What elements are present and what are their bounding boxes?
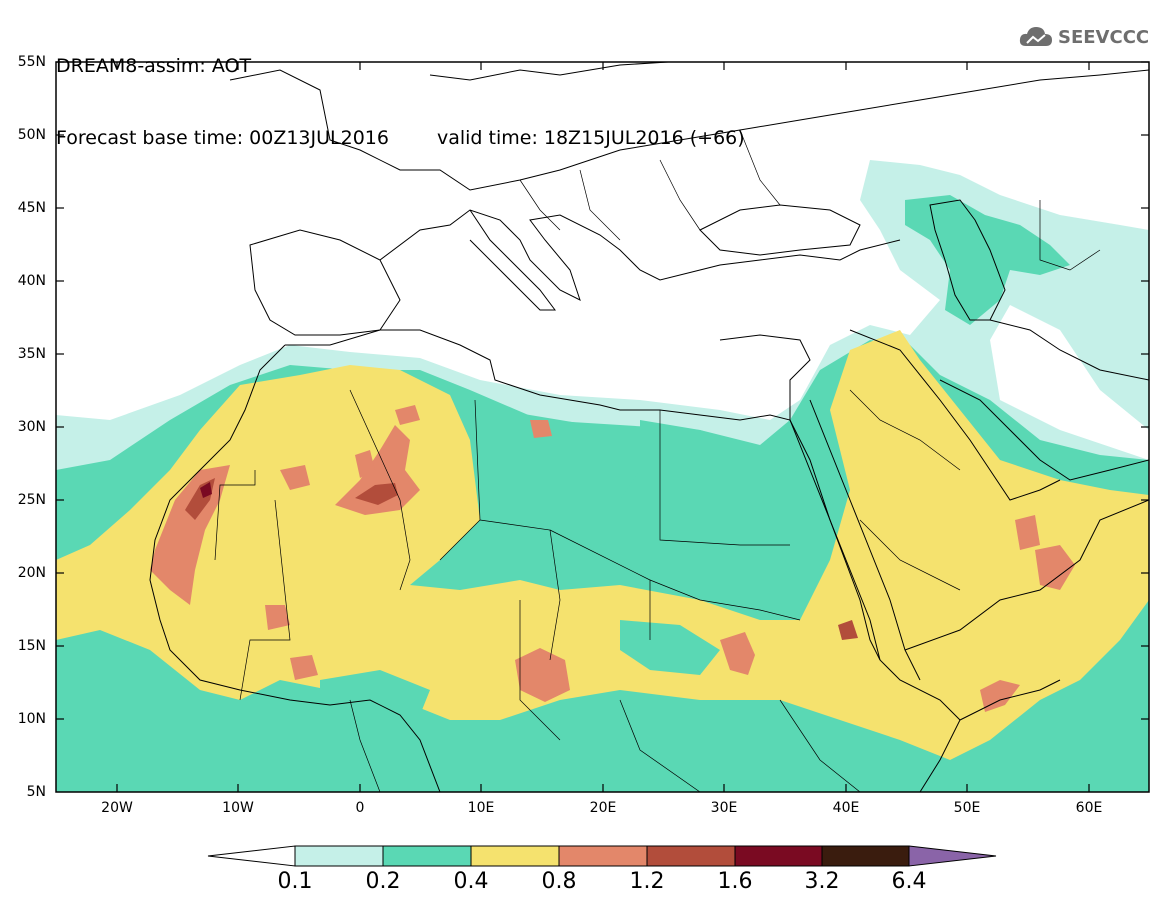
aot-contour-0.8: [1035, 545, 1075, 590]
lat-label-50n: 50N: [17, 127, 46, 143]
aot-contour-1.6: [200, 482, 212, 498]
colorbar-label: 0.8: [541, 869, 577, 894]
country-borders: [214, 129, 1101, 792]
valid-time: valid time: 18Z15JUL2016 (+66): [436, 127, 745, 149]
lat-label-45n: 45N: [17, 200, 46, 216]
aot-contour-0.8: [395, 405, 420, 425]
colorbar-label: 1.2: [629, 869, 665, 894]
lat-label-35n: 35N: [17, 346, 46, 362]
aot-contour-0.8: [355, 450, 375, 478]
colorbar-segment: [734, 845, 823, 867]
colorbar-label: 6.4: [891, 869, 927, 894]
aot-contour-0.2-patch: [490, 410, 640, 500]
lat-label-20n: 20N: [17, 565, 46, 581]
colorbar-segment: [294, 845, 384, 867]
aot-contour-0.8: [290, 655, 318, 680]
colorbar-label: 0.1: [277, 869, 313, 894]
colorbar-label: 0.4: [453, 869, 489, 894]
lat-label-5n: 5N: [26, 784, 46, 800]
lat-label-55n: 55N: [17, 54, 46, 70]
aot-contour-0.2-patch: [320, 670, 430, 730]
colorbar-label: 0.2: [365, 869, 401, 894]
aot-contour-0.8: [980, 680, 1020, 712]
colorbar-label: 3.2: [804, 869, 840, 894]
lon-label-10e: 10E: [467, 800, 495, 816]
colorbar-low-triangle: [207, 845, 296, 867]
aot-contour-0.8: [335, 425, 420, 515]
aot-contour-0.2-patch: [640, 420, 800, 570]
coastlines: [149, 62, 1149, 792]
lon-label-30e: 30E: [710, 800, 738, 816]
logo-text: SEEVCCC: [1058, 26, 1150, 48]
aot-contour-1.2: [355, 483, 398, 505]
lon-label-20e: 20E: [589, 800, 617, 816]
colorbar-segment: [646, 845, 736, 867]
lat-label-10n: 10N: [17, 711, 46, 727]
aot-contour-0.8: [720, 632, 755, 675]
colorbar: [207, 845, 997, 867]
colorbar-segment: [382, 845, 472, 867]
lon-label-20w: 20W: [101, 800, 133, 816]
aot-contour-0.2-caspian: [905, 195, 1070, 325]
lon-label-60e: 60E: [1075, 800, 1103, 816]
colorbar-segment: [470, 845, 560, 867]
aot-contour-0.8: [1015, 515, 1040, 550]
lon-label-50e: 50E: [953, 800, 981, 816]
lat-label-30n: 30N: [17, 419, 46, 435]
lat-label-15n: 15N: [17, 638, 46, 654]
aot-contour-0.8: [280, 465, 310, 490]
lon-ticks: [116, 62, 1090, 792]
colorbar-label: 1.6: [717, 869, 753, 894]
map-title: DREAM8-assim: AOT Forecast base time: 00…: [56, 6, 745, 174]
lon-label-40e: 40E: [832, 800, 860, 816]
aot-field: [56, 160, 1149, 792]
aot-contour-1.2: [838, 620, 858, 640]
lat-ticks: [56, 61, 1149, 720]
lat-label-25n: 25N: [17, 492, 46, 508]
seevccc-logo: SEEVCCC: [1018, 24, 1149, 50]
product-title: DREAM8-assim: AOT: [56, 55, 252, 77]
colorbar-high-triangle: [908, 845, 997, 867]
aot-contour-0.8: [515, 648, 570, 702]
aot-contour-0.8: [530, 420, 552, 438]
aot-contour-0.8: [265, 605, 290, 630]
cloud-icon: [1019, 27, 1052, 46]
forecast-base-time: Forecast base time: 00Z13JUL2016: [56, 127, 389, 149]
lon-label-0: 0: [355, 800, 365, 816]
colorbar-segment: [821, 845, 910, 867]
colorbar-segment: [558, 845, 648, 867]
lat-label-40n: 40N: [17, 273, 46, 289]
aot-contour-0.2-patch: [620, 620, 720, 675]
lon-label-10w: 10W: [222, 800, 254, 816]
